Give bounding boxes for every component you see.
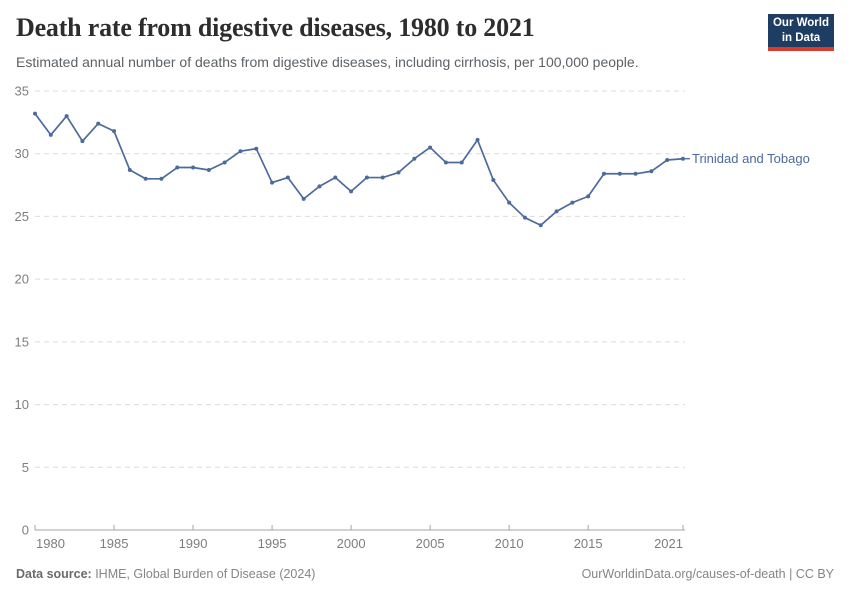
data-point[interactable] [64,114,69,119]
license-link[interactable]: OurWorldinData.org/causes-of-death | CC … [581,567,834,581]
data-point[interactable] [459,160,464,165]
x-tick-label: 1990 [179,536,208,551]
data-point[interactable] [475,137,480,142]
data-point[interactable] [570,200,575,205]
data-point[interactable] [191,165,196,170]
data-point[interactable] [428,145,433,150]
chart-title: Death rate from digestive diseases, 1980… [16,13,535,42]
y-tick-label: 20 [15,272,29,287]
owid-logo: Our World in Data [768,14,834,51]
data-point[interactable] [333,175,338,180]
x-tick-label: 2015 [574,536,603,551]
data-point[interactable] [538,223,543,228]
data-point[interactable] [96,121,101,126]
data-point[interactable] [522,215,527,220]
chart-subtitle: Estimated annual number of deaths from d… [16,53,639,70]
x-tick-label: 2010 [495,536,524,551]
data-point[interactable] [665,157,670,162]
data-source-label: Data source: [16,567,92,581]
x-tick-label: 2021 [654,536,683,551]
data-point[interactable] [285,175,290,180]
data-point[interactable] [238,149,243,154]
data-source-text: IHME, Global Burden of Disease (2024) [91,567,316,581]
y-tick-label: 25 [15,209,29,224]
data-point[interactable] [507,200,512,205]
data-point[interactable] [364,175,369,180]
data-point[interactable] [317,184,322,189]
y-tick-label: 10 [15,397,29,412]
data-point[interactable] [80,139,85,144]
data-point[interactable] [681,156,685,161]
chart-header: Death rate from digestive diseases, 1980… [16,13,834,71]
data-point[interactable] [396,170,401,175]
logo-line2: in Data [781,31,821,44]
x-tick-label: 2005 [416,536,445,551]
y-tick-label: 35 [15,84,29,99]
data-point[interactable] [112,129,117,134]
y-tick-label: 5 [22,460,29,475]
data-point[interactable] [175,165,180,170]
data-point[interactable] [143,176,148,181]
data-point[interactable] [222,160,227,165]
x-tick-label: 1985 [100,536,129,551]
logo-line1: Our World [772,17,829,30]
data-point[interactable] [48,132,53,137]
data-point[interactable] [554,209,559,214]
data-line[interactable] [34,112,684,227]
data-point[interactable] [159,176,164,181]
data-point[interactable] [443,160,448,165]
data-source: Data source: IHME, Global Burden of Dise… [16,567,315,581]
data-point[interactable] [206,168,211,173]
data-point[interactable] [412,156,417,161]
x-tick-label: 1995 [258,536,287,551]
data-point[interactable] [301,196,306,201]
data-point[interactable] [491,178,496,183]
data-point[interactable] [127,168,132,173]
x-tick-label: 1980 [36,536,65,551]
data-point[interactable] [380,175,385,180]
y-tick-label: 30 [15,146,29,161]
x-tick-label: 2000 [337,536,366,551]
data-point[interactable] [586,194,591,199]
data-point[interactable] [649,169,654,174]
data-point[interactable] [33,111,37,116]
data-point[interactable] [270,180,275,185]
chart-footer: Data source: IHME, Global Burden of Dise… [16,567,834,581]
data-point[interactable] [633,171,638,176]
entity-label[interactable]: Trinidad and Tobago [692,151,810,166]
y-tick-label: 15 [15,334,29,349]
y-tick-label: 0 [22,523,29,538]
data-point[interactable] [349,189,354,194]
data-point[interactable] [601,171,606,176]
data-point[interactable] [254,146,259,151]
data-point[interactable] [617,171,622,176]
